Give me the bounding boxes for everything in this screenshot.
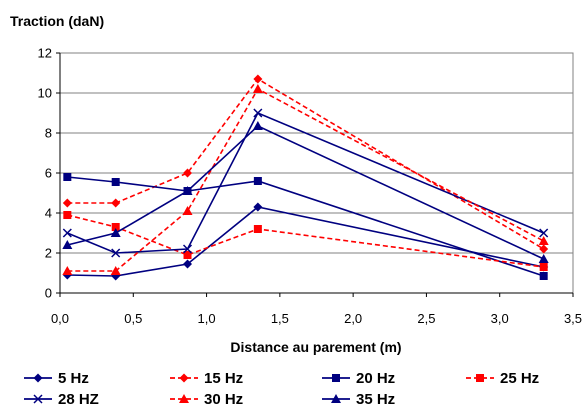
data-point	[63, 173, 72, 181]
data-point	[538, 254, 549, 263]
data-point	[111, 198, 121, 208]
legend-marker	[476, 374, 484, 382]
x-tick-label: 1,0	[198, 311, 216, 326]
data-point	[110, 228, 121, 237]
x-tick-label: 1,5	[271, 311, 289, 326]
data-point	[183, 168, 193, 178]
legend-label: 20 Hz	[356, 370, 395, 387]
data-point	[62, 240, 73, 249]
axes: 0 2 4 6 8 10 12 0,0 0,5 1,0 1,5 2,0 2,5 3,0 3,5	[38, 46, 583, 327]
series-28-hz	[62, 108, 549, 258]
series-25-hz	[63, 211, 548, 271]
legend-entry: 20 Hz	[322, 370, 395, 387]
series-line	[67, 111, 544, 254]
data-point	[182, 244, 193, 254]
data-point	[253, 177, 262, 185]
legend-marker	[33, 373, 43, 383]
legend-label: 35 Hz	[356, 391, 395, 408]
data-point	[111, 248, 121, 258]
data-point	[62, 228, 72, 238]
data-point	[253, 225, 262, 233]
y-tick-label: 12	[38, 46, 52, 61]
series-5-hz	[62, 202, 549, 281]
series-line	[67, 214, 544, 268]
legend-marker	[179, 373, 189, 383]
y-tick-label: 6	[45, 166, 52, 181]
x-tick-label: 2,5	[417, 311, 435, 326]
legend-label: 25 Hz	[500, 370, 539, 387]
legend-marker	[331, 394, 341, 403]
series-line	[67, 77, 545, 250]
legend-entry: 28 HZ	[24, 391, 99, 408]
data-point	[62, 198, 72, 208]
data-point	[539, 244, 549, 254]
data-point	[182, 186, 193, 195]
data-point	[111, 178, 120, 186]
legend-marker	[179, 394, 189, 403]
legend-label: 28 HZ	[58, 391, 99, 408]
series-15-hz	[62, 74, 549, 254]
data-point	[183, 259, 193, 269]
series-35-hz	[62, 121, 549, 263]
data-point	[110, 266, 121, 275]
data-point	[253, 202, 263, 212]
x-tick-label: 0,5	[124, 311, 142, 326]
y-tick-label: 2	[45, 246, 52, 261]
y-tick-label: 4	[45, 206, 52, 221]
data-point	[539, 263, 548, 271]
data-point	[182, 206, 193, 215]
y-tick-label: 8	[45, 126, 52, 141]
data-point	[63, 211, 72, 219]
legend-label: 15 Hz	[204, 370, 243, 387]
series-30-hz	[62, 84, 549, 275]
data-point	[111, 223, 120, 231]
x-tick-label: 2,0	[344, 311, 362, 326]
series-line	[67, 206, 544, 277]
x-tick-label: 3,5	[564, 311, 582, 326]
data-point	[253, 74, 263, 84]
legend-label: 30 Hz	[204, 391, 243, 408]
series-line	[67, 87, 545, 272]
data-point	[539, 272, 548, 280]
series-group	[62, 74, 549, 281]
data-point	[539, 228, 549, 238]
legend-entry: 5 Hz	[24, 370, 89, 387]
y-tick-label: 10	[38, 86, 52, 101]
legend-marker	[33, 394, 43, 404]
x-axis-title: Distance au parement (m)	[230, 339, 401, 355]
data-point	[252, 121, 263, 130]
x-tick-label: 0,0	[51, 311, 69, 326]
data-point	[253, 108, 263, 118]
data-point	[62, 266, 73, 275]
legend-entry: 35 Hz	[322, 391, 395, 408]
legend-entry: 30 Hz	[170, 391, 243, 408]
gridlines	[60, 92, 573, 254]
y-tick-label: 0	[45, 286, 52, 301]
legend-entry: 15 Hz	[170, 370, 243, 387]
x-tick-label: 3,0	[491, 311, 509, 326]
legend-marker	[332, 374, 340, 382]
data-point	[252, 84, 263, 93]
data-point	[183, 251, 192, 259]
legend-label: 5 Hz	[58, 370, 89, 387]
data-point	[538, 236, 549, 245]
legend: 5 Hz 15 Hz 20 Hz 25 Hz 28 HZ 30 Hz 35 Hz	[24, 370, 539, 408]
legend-entry: 25 Hz	[466, 370, 539, 387]
y-axis-title: Traction (daN)	[10, 13, 104, 29]
